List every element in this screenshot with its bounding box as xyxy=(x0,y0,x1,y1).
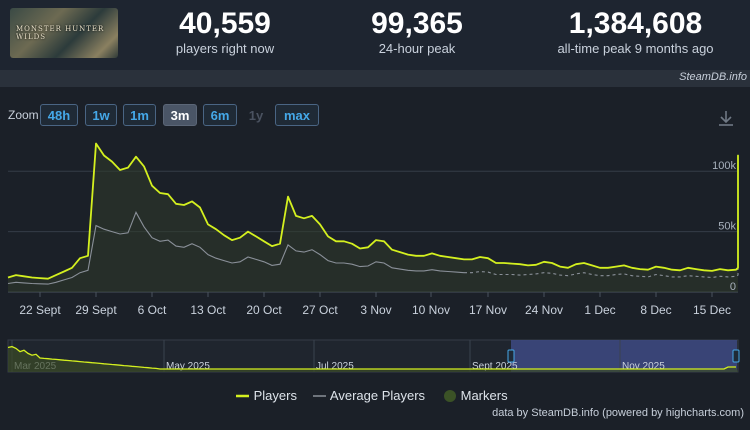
download-icon[interactable] xyxy=(716,108,736,128)
navigator-label: May 2025 xyxy=(166,361,210,372)
player-count-chart: 0 50k 100k 22 Sept 29 Sept 6 Oct 13 Oct 20 Oct… xyxy=(7,142,740,373)
legend-players-swatch xyxy=(236,394,249,398)
legend-players[interactable]: Players xyxy=(236,387,297,405)
x-tick-label: 1 Dec xyxy=(584,303,615,317)
zoom-1w-button[interactable]: 1w xyxy=(85,104,117,126)
x-axis: 22 Sept 29 Sept 6 Oct 13 Oct 20 Oct 27 Oct 3 N… xyxy=(19,292,731,317)
game-capsule-image[interactable]: MONSTER HUNTER WILDS xyxy=(10,8,118,58)
navigator-handle[interactable] xyxy=(507,349,515,363)
y-tick-label: 50k xyxy=(718,221,736,233)
navigator-selection[interactable] xyxy=(511,340,737,372)
players-series[interactable] xyxy=(7,142,739,280)
stat-current-players: 40,559 players right now xyxy=(150,6,300,56)
y-tick-label: 0 xyxy=(730,281,736,293)
stat-label: players right now xyxy=(175,41,275,56)
zoom-48h-button[interactable]: 48h xyxy=(40,104,78,126)
navigator-handle[interactable] xyxy=(732,349,740,363)
x-tick-label: 6 Oct xyxy=(138,303,167,317)
stat-label: all-time peak 9 months ago xyxy=(557,41,714,56)
legend-markers-swatch xyxy=(444,390,456,402)
stat-all-time-peak: 1,384,608 all-time peak 9 months ago xyxy=(548,6,723,56)
zoom-1y-button[interactable]: 1y xyxy=(248,108,264,123)
x-tick-label: 13 Oct xyxy=(190,303,226,317)
x-tick-label: 24 Nov xyxy=(525,303,563,317)
stat-label: 24-hour peak xyxy=(378,41,456,56)
chart-legend: Players Average Players Markers xyxy=(0,387,750,407)
navigator-label: Sept 2025 xyxy=(472,361,518,372)
zoom-max-button[interactable]: max xyxy=(275,104,319,126)
navigator-label: Nov 2025 xyxy=(622,361,665,372)
game-capsule-text: MONSTER HUNTER WILDS xyxy=(16,25,105,41)
y-tick-label: 100k xyxy=(712,160,736,172)
stat-24h-peak: 99,365 24-hour peak xyxy=(342,6,492,56)
zoom-6m-button[interactable]: 6m xyxy=(203,104,237,126)
zoom-label: Zoom xyxy=(8,108,39,122)
legend-average-label: Average Players xyxy=(329,388,426,403)
zoom-1m-button[interactable]: 1m xyxy=(123,104,156,126)
legend-markers[interactable]: Markers xyxy=(443,387,508,405)
x-tick-label: 27 Oct xyxy=(302,303,338,317)
stats-header: MONSTER HUNTER WILDS 40,559 players righ… xyxy=(0,0,750,70)
x-tick-label: 8 Dec xyxy=(640,303,671,317)
legend-average-players[interactable]: Average Players xyxy=(313,387,425,405)
navigator-line xyxy=(7,345,736,370)
legend-markers-label: Markers xyxy=(460,388,508,403)
average-players-line[interactable] xyxy=(7,211,465,285)
legend-players-label: Players xyxy=(253,388,297,403)
navigator-label: Jul 2025 xyxy=(316,361,354,372)
legend-average-swatch xyxy=(313,395,326,397)
site-credit[interactable]: SteamDB.info xyxy=(679,71,747,83)
stat-value: 99,365 xyxy=(371,7,463,40)
x-tick-label: 17 Nov xyxy=(469,303,507,317)
y-axis: 0 50k 100k xyxy=(712,160,736,293)
x-tick-label: 22 Sept xyxy=(19,303,61,317)
x-tick-label: 20 Oct xyxy=(246,303,282,317)
x-tick-label: 3 Nov xyxy=(360,303,391,317)
footer-credit: data by SteamDB.info (powered by highcha… xyxy=(492,407,744,419)
players-area-fill xyxy=(8,143,738,292)
stat-value: 40,559 xyxy=(179,7,271,40)
zoom-3m-button[interactable]: 3m xyxy=(163,104,197,126)
average-players-series[interactable] xyxy=(7,183,739,285)
players-line[interactable] xyxy=(7,142,739,280)
x-tick-label: 10 Nov xyxy=(412,303,450,317)
stat-value: 1,384,608 xyxy=(568,7,703,40)
site-credit-strip: SteamDB.info xyxy=(0,70,750,87)
players-area xyxy=(8,143,738,292)
x-tick-label: 29 Sept xyxy=(75,303,117,317)
x-tick-label: 15 Dec xyxy=(693,303,731,317)
